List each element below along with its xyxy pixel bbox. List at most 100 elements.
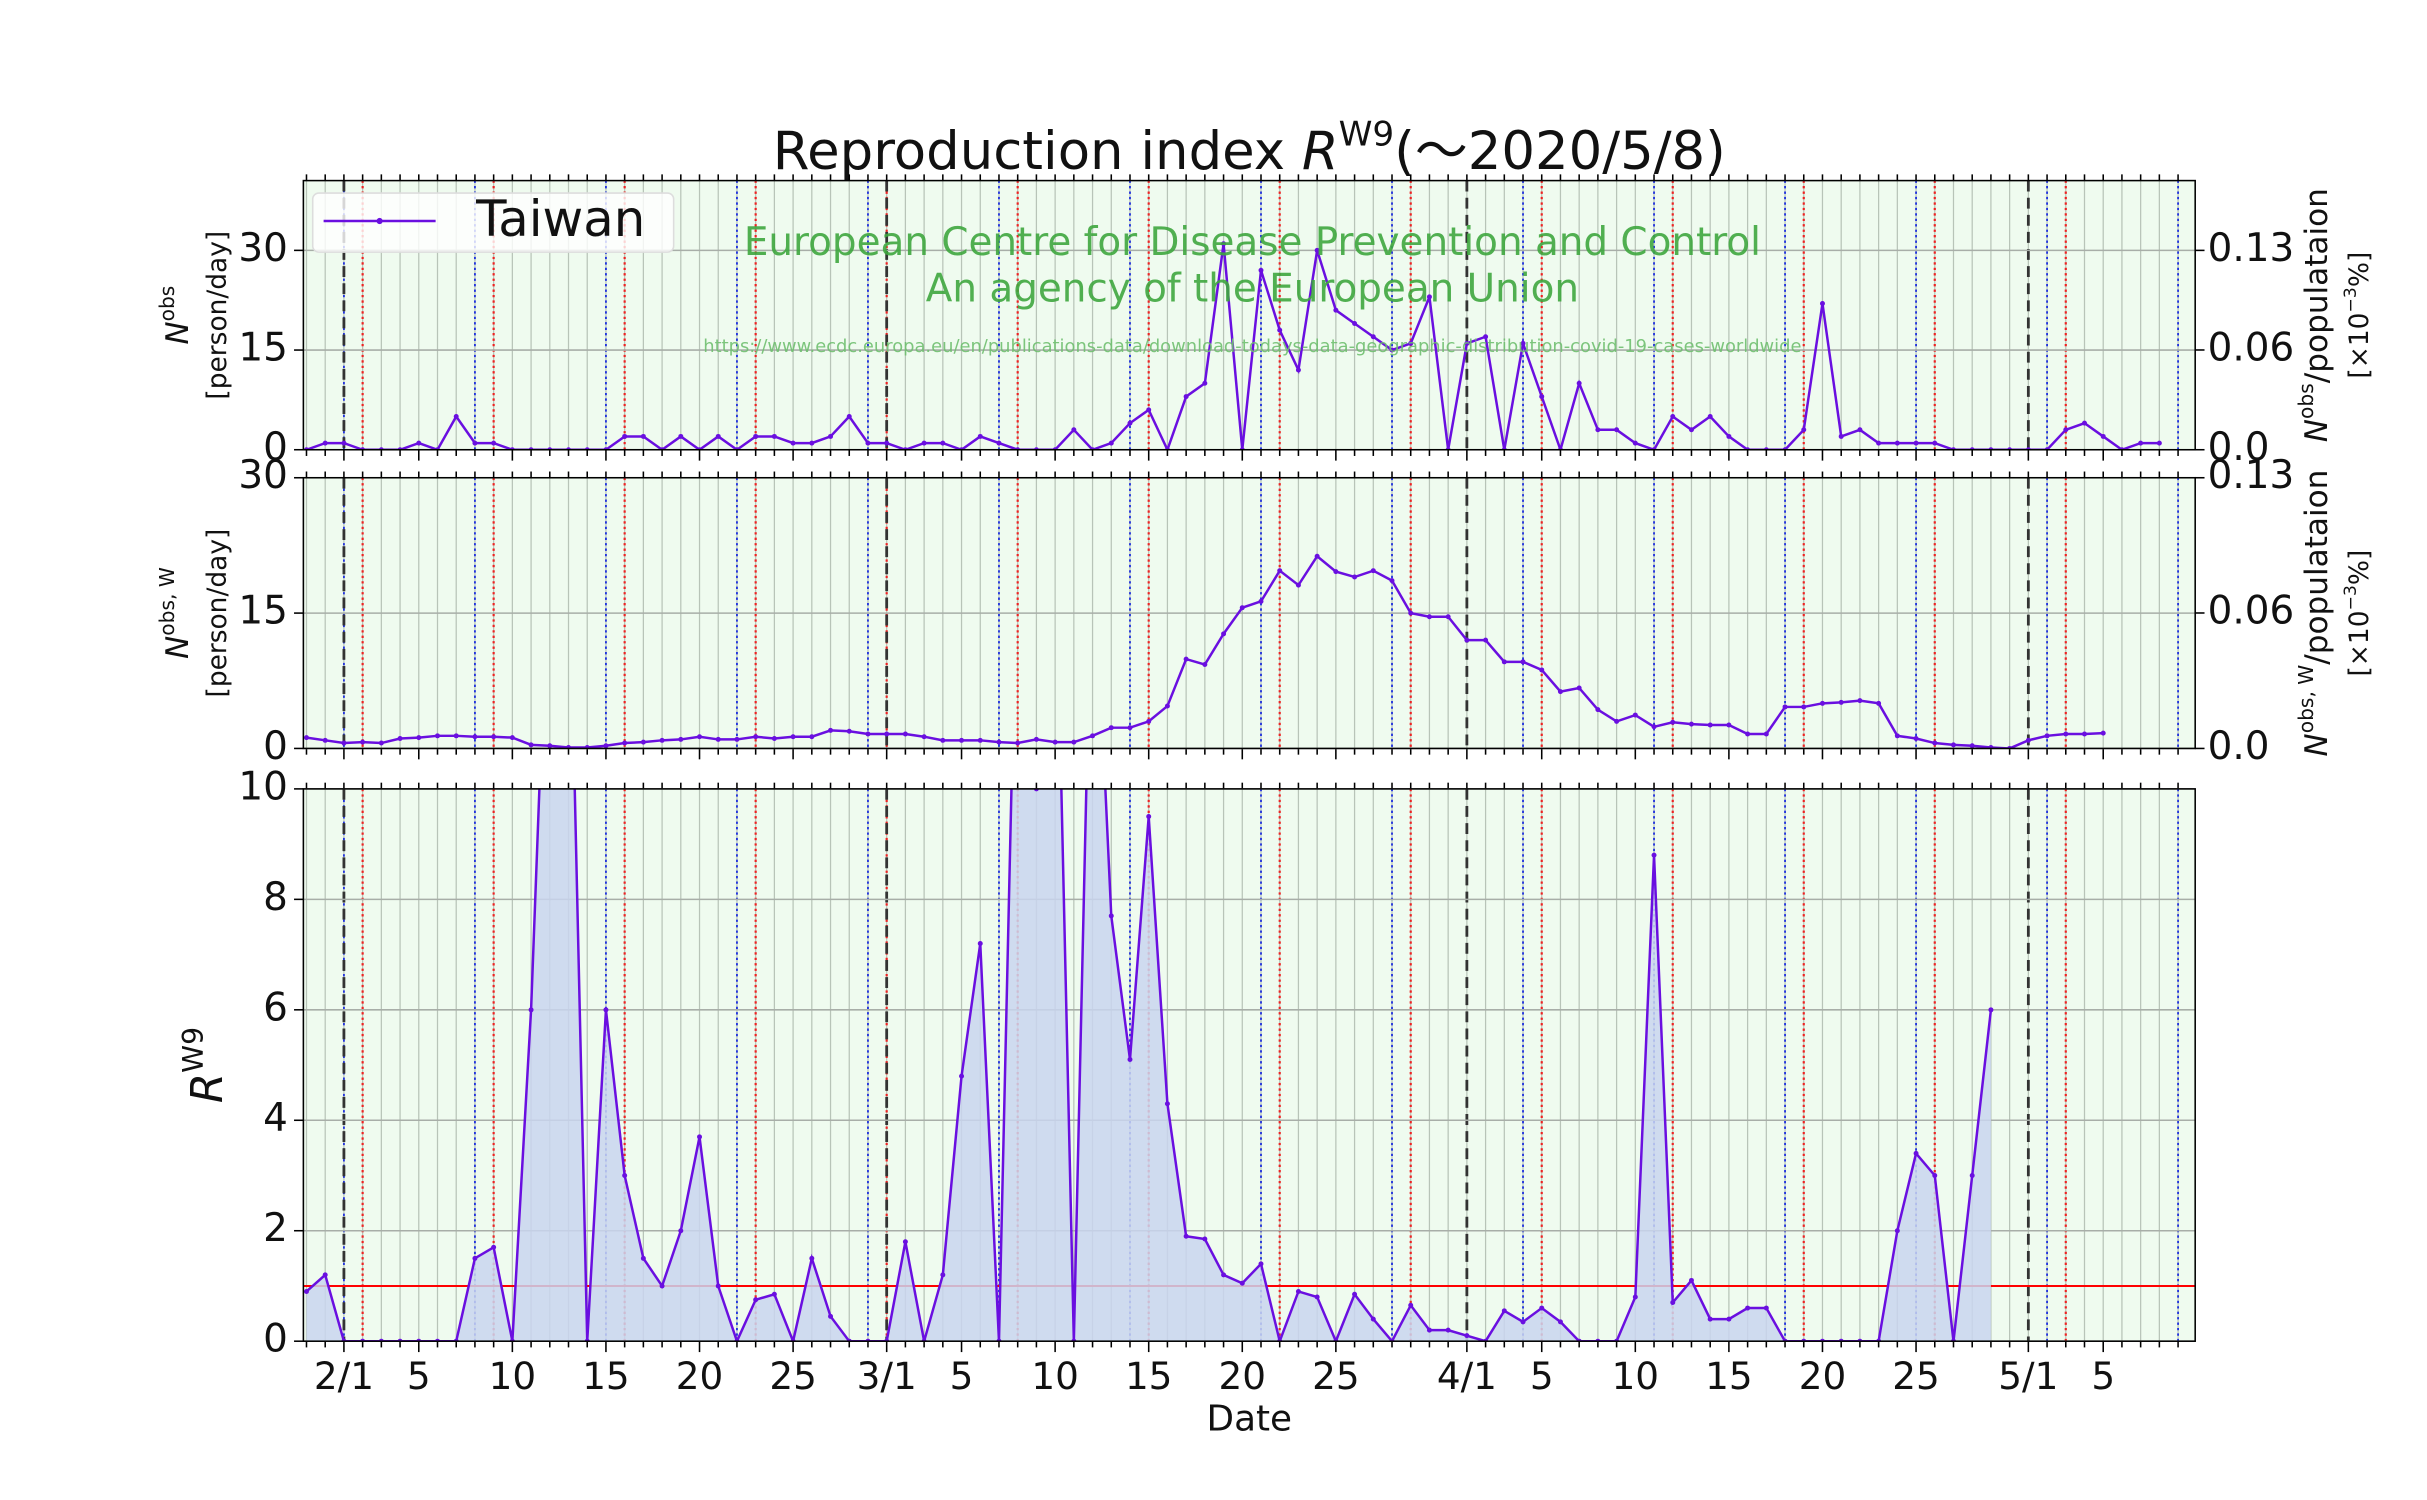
point <box>416 735 422 741</box>
x-tick-label: 10 <box>489 1354 537 1398</box>
point <box>1707 722 1713 728</box>
point <box>1127 1057 1133 1063</box>
point <box>528 742 534 748</box>
x-tick-label: 10 <box>1612 1354 1659 1398</box>
point <box>1745 1305 1751 1311</box>
legend-label: Taiwan <box>475 190 645 248</box>
axis-label: [person/day] <box>201 231 232 400</box>
point <box>1408 340 1414 346</box>
point <box>1333 307 1339 313</box>
point <box>809 440 815 446</box>
point <box>472 1255 478 1261</box>
point <box>1726 1316 1732 1322</box>
point <box>1445 1327 1451 1333</box>
y2-tick-label: 0.06 <box>2208 588 2295 633</box>
point <box>2063 731 2069 737</box>
x-tick-label: 15 <box>582 1354 630 1398</box>
y-tick-label: 6 <box>263 985 288 1030</box>
point <box>1370 568 1376 574</box>
point <box>1258 598 1264 604</box>
point <box>1389 578 1395 584</box>
point <box>1277 568 1283 574</box>
point <box>2025 737 2031 743</box>
point <box>1632 712 1638 718</box>
point <box>1969 743 1975 749</box>
point <box>603 743 609 749</box>
watermark: European Centre for Disease Prevention a… <box>744 220 1761 265</box>
point <box>1426 294 1432 300</box>
title-superscript: W9 <box>1339 114 1395 154</box>
point <box>678 1228 684 1234</box>
point <box>1314 247 1320 253</box>
point <box>753 734 759 740</box>
point <box>996 739 1002 745</box>
point <box>2156 440 2162 446</box>
point <box>1314 1294 1320 1300</box>
legend-marker <box>376 217 383 225</box>
point <box>1370 334 1376 340</box>
axis-label-part: [×10 <box>2344 312 2375 378</box>
point <box>715 1283 721 1289</box>
point <box>1108 725 1114 731</box>
point <box>959 737 965 743</box>
point <box>1539 394 1545 400</box>
point <box>1988 1007 1994 1013</box>
x-tick-label: 3/1 <box>857 1354 917 1398</box>
point <box>1894 1228 1900 1234</box>
point <box>1576 685 1582 691</box>
axis-label-part: −3 <box>2341 287 2361 312</box>
point <box>1221 241 1227 247</box>
point <box>378 740 384 746</box>
point <box>846 728 852 734</box>
x-tick-label: 4/1 <box>1437 1354 1497 1398</box>
point <box>547 743 553 749</box>
point <box>1688 427 1694 433</box>
chart-title: Reproduction index RW9(～2020/5/8) <box>773 114 1726 182</box>
axis-label-part: [person/day] <box>201 231 232 400</box>
point <box>566 745 571 749</box>
point <box>622 1173 628 1178</box>
point <box>341 440 347 446</box>
point <box>622 433 628 439</box>
x-tick-label: 20 <box>1219 1354 1267 1398</box>
point <box>1670 719 1676 725</box>
point <box>1333 569 1339 575</box>
point <box>921 734 927 740</box>
point <box>640 433 646 439</box>
axis-label-part: /populataion <box>2299 470 2335 665</box>
point <box>2082 731 2087 737</box>
point <box>1464 637 1470 643</box>
point <box>1090 733 1096 739</box>
point <box>715 736 721 742</box>
x-tick-label: 5 <box>407 1354 431 1398</box>
point <box>303 735 309 741</box>
point <box>472 734 478 740</box>
point <box>1352 1291 1358 1297</box>
point <box>322 1272 328 1278</box>
x-tick-label: 5 <box>950 1354 974 1398</box>
x-tick-label: 20 <box>676 1354 724 1398</box>
point <box>921 440 927 446</box>
point <box>603 1007 609 1013</box>
point <box>1557 689 1563 695</box>
axis-label-part: W9 <box>177 1027 210 1073</box>
y-tick-label: 0 <box>263 724 288 769</box>
point <box>1146 407 1152 413</box>
point <box>1370 1316 1376 1322</box>
x-tick-label: 10 <box>1031 1354 1079 1398</box>
point <box>491 734 497 740</box>
y2-tick-label: 0.0 <box>2208 425 2270 470</box>
point <box>1670 414 1676 419</box>
point <box>303 1288 309 1294</box>
point <box>1295 582 1301 588</box>
axis-label-part: /populataion <box>2299 188 2335 383</box>
point <box>640 739 646 745</box>
point <box>1314 553 1320 559</box>
x-tick-label: 15 <box>1125 1354 1173 1398</box>
axis-label-part: %] <box>2344 252 2375 287</box>
y-tick-label: 2 <box>263 1206 288 1251</box>
point <box>940 737 946 743</box>
axis-label-part: N <box>160 636 196 659</box>
point <box>1576 380 1582 386</box>
